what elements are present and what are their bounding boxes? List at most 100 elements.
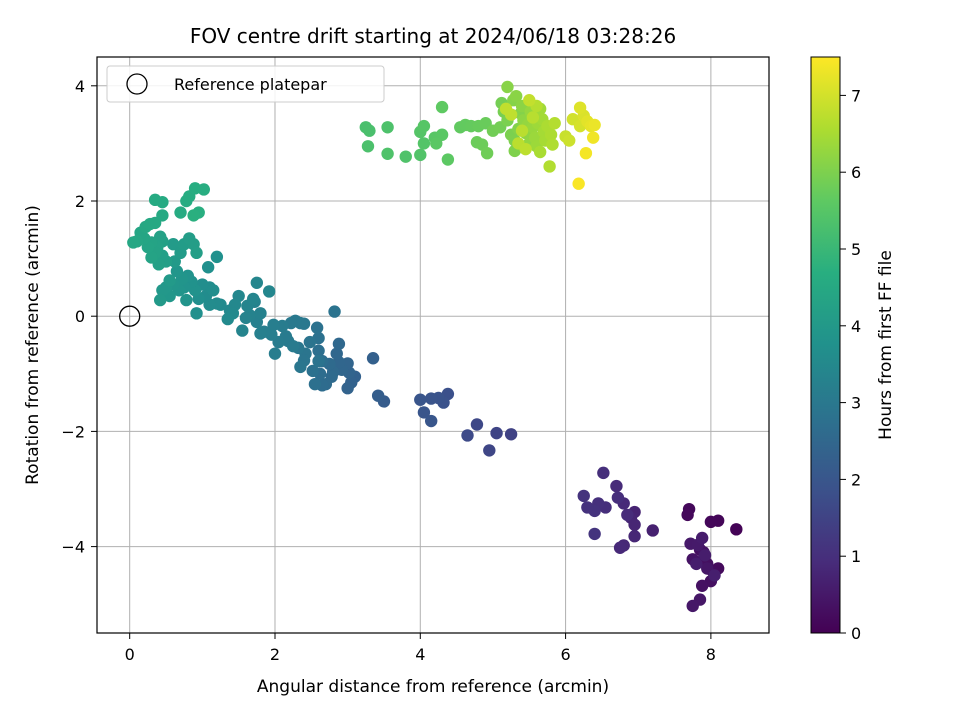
data-point xyxy=(236,324,249,337)
data-point xyxy=(190,307,203,320)
data-point xyxy=(483,444,496,457)
data-point xyxy=(690,557,703,571)
data-point xyxy=(154,293,167,307)
data-point xyxy=(611,491,625,504)
data-point xyxy=(515,124,529,137)
data-point xyxy=(381,121,394,134)
legend-entry-reference: Reference platepar xyxy=(174,75,327,94)
data-point xyxy=(294,360,307,374)
data-point xyxy=(156,284,169,297)
data-point xyxy=(695,579,709,592)
data-point xyxy=(154,230,167,243)
colorbar: 0 1 2 3 4 5 6 7 Hours from first FF file xyxy=(810,56,896,643)
data-point xyxy=(681,508,694,522)
colorbar-gradient xyxy=(810,56,841,634)
data-point xyxy=(572,177,585,190)
data-point xyxy=(686,599,699,613)
data-point xyxy=(268,347,282,360)
legend-box xyxy=(106,65,385,103)
colorbar-tick-label: 2 xyxy=(851,470,861,489)
axis-ticks: 0 2 4 6 8 −4 −2 0 2 4 xyxy=(61,77,716,664)
data-point xyxy=(490,426,503,440)
data-point xyxy=(523,94,536,107)
reference-point-marker xyxy=(119,305,141,327)
data-point xyxy=(435,100,449,114)
data-point xyxy=(613,541,627,554)
data-point xyxy=(430,137,443,150)
data-point xyxy=(145,251,158,264)
y-tick-label: 0 xyxy=(75,307,85,326)
data-point xyxy=(533,145,547,159)
data-point xyxy=(207,284,220,297)
colorbar-tick-label: 4 xyxy=(851,317,861,336)
data-point xyxy=(286,339,300,353)
colorbar-tick-label: 6 xyxy=(851,163,861,182)
colorbar-tick-label: 1 xyxy=(851,547,861,566)
data-point xyxy=(414,393,427,406)
data-point xyxy=(361,140,375,153)
data-point xyxy=(371,389,385,402)
data-point xyxy=(366,352,380,365)
data-point xyxy=(174,206,187,219)
data-point xyxy=(621,508,634,522)
data-point xyxy=(303,335,317,349)
data-point xyxy=(363,124,376,137)
data-point xyxy=(170,265,184,278)
x-axis-label: Angular distance from reference (arcmin) xyxy=(257,677,609,697)
data-point xyxy=(381,147,394,160)
data-point xyxy=(610,479,623,493)
y-tick-label: −4 xyxy=(61,538,85,557)
data-point xyxy=(197,183,210,196)
data-point xyxy=(417,406,431,419)
data-point xyxy=(127,236,140,249)
colorbar-tick-label: 5 xyxy=(851,240,861,259)
data-point xyxy=(167,238,180,251)
data-point xyxy=(461,429,474,442)
data-point xyxy=(239,311,253,325)
data-point xyxy=(330,347,343,360)
data-point xyxy=(201,261,215,274)
y-tick-label: 2 xyxy=(75,192,85,211)
colorbar-tick-label: 3 xyxy=(851,394,861,413)
data-point xyxy=(519,142,532,156)
x-tick-label: 8 xyxy=(706,645,716,664)
data-point xyxy=(424,392,438,405)
x-tick-label: 2 xyxy=(270,645,280,664)
legend-marker-reference xyxy=(126,73,148,95)
data-point xyxy=(499,102,513,116)
data-point xyxy=(698,549,712,562)
data-point xyxy=(262,285,276,298)
x-tick-label: 6 xyxy=(560,645,570,664)
data-point xyxy=(417,137,431,150)
plot-frame xyxy=(96,56,770,634)
data-point xyxy=(597,466,610,480)
data-point xyxy=(628,518,641,531)
colorbar-label: Hours from first FF file xyxy=(876,250,896,440)
data-point xyxy=(543,160,556,173)
data-point xyxy=(441,153,455,166)
data-point xyxy=(581,501,594,514)
data-point xyxy=(190,246,203,260)
data-point xyxy=(306,364,319,378)
y-tick-label: 4 xyxy=(75,77,85,96)
data-point xyxy=(526,111,540,124)
data-point xyxy=(470,418,484,431)
data-point xyxy=(548,117,561,130)
data-point xyxy=(695,531,709,545)
x-tick-label: 0 xyxy=(125,645,135,664)
data-point xyxy=(588,527,601,541)
data-point xyxy=(414,148,427,162)
data-point xyxy=(480,146,494,160)
data-point xyxy=(267,318,280,332)
colorbar-tick-label: 7 xyxy=(851,86,861,105)
data-point xyxy=(579,146,593,160)
data-point xyxy=(730,523,743,536)
data-point xyxy=(310,321,324,334)
data-point xyxy=(704,515,718,529)
data-point xyxy=(509,89,523,103)
data-point xyxy=(163,274,176,287)
data-point xyxy=(563,134,576,147)
data-point xyxy=(246,292,260,306)
data-point xyxy=(586,131,600,144)
data-point xyxy=(544,128,558,141)
